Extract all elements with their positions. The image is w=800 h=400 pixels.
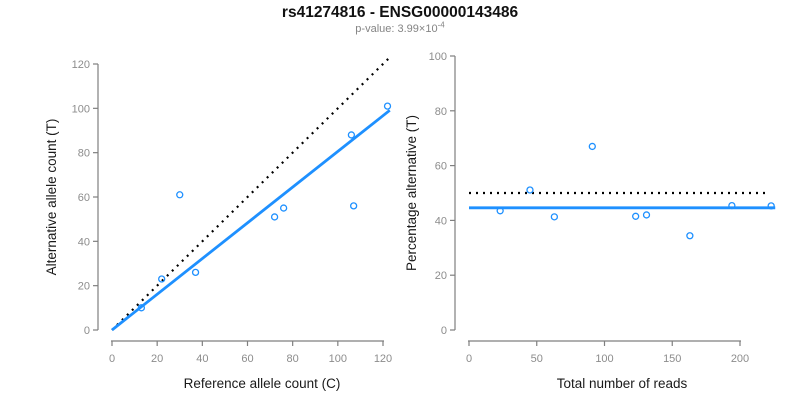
data-point	[191, 268, 200, 277]
y-tick-label: 20	[435, 270, 447, 282]
p-value-text: p-value: 3.99×10	[355, 23, 438, 35]
data-point	[728, 201, 736, 210]
data-point	[137, 304, 146, 312]
y-axis-title: Alternative allele count (T)	[44, 119, 59, 276]
x-tick-label: 150	[663, 353, 681, 365]
x-axis-title: Total number of reads	[557, 376, 688, 391]
x-tick-label: 40	[196, 353, 208, 365]
x-tick-label: 100	[595, 353, 613, 365]
data-point	[550, 213, 559, 221]
x-tick-label: 80	[287, 353, 299, 365]
p-value-subtitle: p-value: 3.99×10-4	[0, 20, 800, 35]
y-tick-label: 40	[78, 236, 90, 248]
y-tick-label: 80	[78, 148, 90, 160]
y-tick-label: 60	[78, 192, 90, 204]
x-axis-title: Reference allele count (C)	[184, 376, 341, 391]
fit-line	[111, 109, 391, 332]
data-point	[686, 232, 694, 240]
data-point	[526, 186, 534, 194]
identity-line	[111, 56, 391, 331]
panel-percentage-by-reads: 0 20 40 60 80 100 0 50 100 150 200 Total number of …	[404, 51, 776, 391]
y-tick-label: 100	[72, 103, 90, 115]
y-tick-label: 60	[435, 161, 447, 173]
x-tick-label: 100	[329, 353, 347, 365]
x-tick-label: 50	[531, 353, 543, 365]
data-point	[767, 202, 775, 210]
data-point	[176, 191, 184, 199]
panel-allele-counts: 0 20 40 60 80 100 120 0 20 40 60 80 100 120 Reference …	[44, 56, 392, 391]
data-point	[270, 213, 279, 221]
y-tick-label: 120	[72, 59, 90, 71]
x-tick-label: 60	[241, 353, 253, 365]
y-tick-label: 0	[84, 325, 90, 337]
x-tick-label: 120	[374, 353, 392, 365]
y-tick-label: 40	[435, 215, 447, 227]
chart-title: rs41274816 - ENSG00000143486	[281, 4, 519, 21]
y-tick-label: 80	[435, 106, 447, 118]
data-point	[349, 202, 358, 210]
y-tick-label: 20	[78, 281, 90, 293]
x-tick-label: 200	[731, 353, 749, 365]
data-point	[383, 102, 392, 110]
p-value-exponent: -4	[437, 20, 445, 30]
y-tick-label: 0	[441, 325, 447, 337]
data-point	[279, 204, 288, 212]
x-tick-label: 0	[466, 353, 472, 365]
chart-header: rs41274816 - ENSG00000143486 p-value: 3.…	[0, 0, 800, 36]
y-tick-label: 100	[429, 51, 447, 63]
data-point	[642, 211, 651, 219]
data-point	[632, 212, 640, 220]
data-point	[588, 142, 596, 151]
data-point	[496, 207, 504, 215]
y-axis-title: Percentage alternative (T)	[404, 115, 419, 271]
data-point	[347, 131, 356, 139]
x-tick-label: 0	[109, 353, 115, 365]
x-tick-label: 20	[151, 353, 163, 365]
data-point	[158, 275, 166, 283]
